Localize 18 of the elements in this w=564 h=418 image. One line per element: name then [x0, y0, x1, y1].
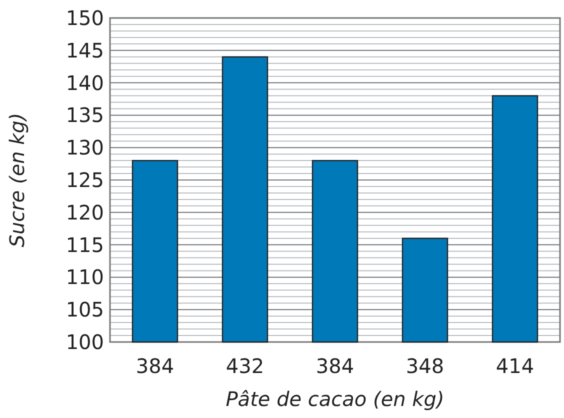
y-tick-label: 135	[66, 103, 104, 128]
x-axis-title: Pâte de cacao (en kg)	[226, 387, 444, 411]
y-axis-title: Sucre (en kg)	[5, 112, 29, 248]
y-tick-label: 105	[66, 298, 104, 322]
y-tick-label: 150	[66, 6, 104, 30]
y-tick-label: 130	[66, 136, 104, 160]
x-tick-label: 348	[406, 354, 444, 378]
y-tick-label: 120	[66, 200, 104, 224]
y-tick-label: 100	[66, 330, 104, 354]
y-tick-label: 125	[66, 168, 104, 192]
y-tick-label: 110	[66, 265, 104, 290]
x-tick-label: 414	[496, 354, 534, 378]
x-tick-label: 384	[316, 354, 354, 378]
x-tick-label: 384	[136, 354, 174, 378]
x-tick-label: 432	[226, 354, 264, 378]
y-tick-label: 115	[66, 232, 104, 257]
y-tick-label: 145	[66, 38, 104, 62]
y-tick-label: 140	[66, 70, 104, 95]
